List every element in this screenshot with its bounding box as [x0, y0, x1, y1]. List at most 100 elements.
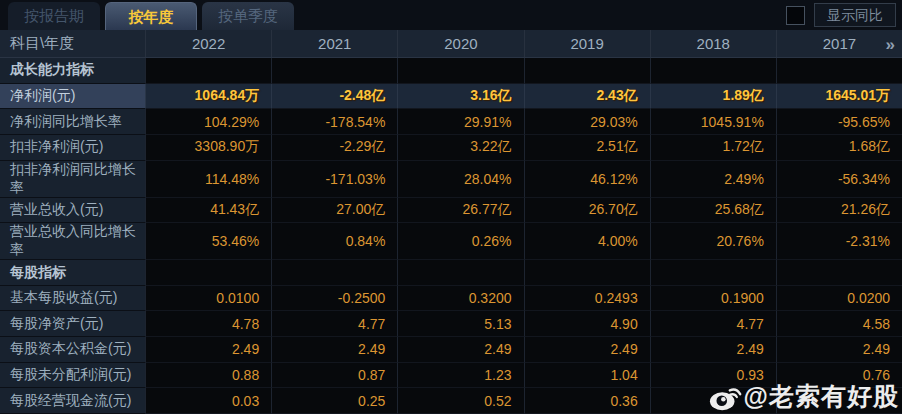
value-cell: 4.90 — [524, 311, 650, 337]
value-cell: 0.84% — [271, 223, 397, 260]
table-body: 成长能力指标净利润(元)1064.84万-2.48亿3.16亿2.43亿1.89… — [0, 58, 902, 414]
table-row[interactable]: 每股经营现金流(元)0.030.250.520.36 — [0, 388, 902, 414]
row-label: 营业总收入同比增长率 — [0, 223, 145, 260]
tab-report-period[interactable]: 按报告期 — [8, 2, 100, 30]
value-cell: 27.00亿 — [271, 198, 397, 224]
value-cell: -2.31% — [776, 223, 902, 260]
value-cell: 2.49 — [271, 337, 397, 363]
value-cell: 26.70亿 — [524, 198, 650, 224]
row-label: 每股未分配利润(元) — [0, 363, 145, 389]
value-cell: -0.2500 — [271, 286, 397, 312]
header-controls: 显示同比 — [786, 3, 896, 27]
table-row[interactable]: 基本每股收益(元)0.0100-0.25000.32000.24930.1900… — [0, 286, 902, 312]
table-row[interactable]: 每股资本公积金(元)2.492.492.492.492.492.49 — [0, 337, 902, 363]
value-cell: 2.49 — [524, 337, 650, 363]
value-cell: 1645.01万 — [776, 84, 902, 110]
value-cell: 4.00% — [524, 223, 650, 260]
value-cell — [271, 260, 397, 286]
value-cell: -178.54% — [271, 109, 397, 135]
tab-by-quarter[interactable]: 按单季度 — [202, 2, 294, 30]
value-cell: 53.46% — [145, 223, 271, 260]
table-row[interactable]: 净利润(元)1064.84万-2.48亿3.16亿2.43亿1.89亿1645.… — [0, 84, 902, 110]
table-row[interactable]: 每股净资产(元)4.784.775.134.904.774.58 — [0, 311, 902, 337]
row-label: 成长能力指标 — [0, 58, 145, 84]
year-header-2018: 2018 — [650, 30, 776, 57]
row-label: 净利润同比增长率 — [0, 109, 145, 135]
value-cell: 2.49% — [650, 161, 776, 198]
show-yoy-checkbox[interactable] — [786, 6, 805, 25]
value-cell: 21.26亿 — [776, 198, 902, 224]
value-cell — [776, 58, 902, 84]
value-cell — [524, 260, 650, 286]
value-cell: 28.04% — [397, 161, 523, 198]
value-cell: 0.1900 — [650, 286, 776, 312]
value-cell: 29.91% — [397, 109, 523, 135]
value-cell: 3.22亿 — [397, 135, 523, 161]
value-cell: 2.49 — [145, 337, 271, 363]
value-cell: 25.68亿 — [650, 198, 776, 224]
period-tabbar: 按报告期 按年度 按单季度 显示同比 — [0, 0, 902, 30]
value-cell: 2.43亿 — [524, 84, 650, 110]
value-cell: 104.29% — [145, 109, 271, 135]
value-cell — [145, 58, 271, 84]
value-cell: -56.34% — [776, 161, 902, 198]
corner-header-cell: 科目\年度 — [0, 30, 145, 57]
show-yoy-button[interactable]: 显示同比 — [814, 3, 896, 27]
table-header-row: 科目\年度 202220212020201920182017» — [0, 30, 902, 58]
value-cell: 2.49 — [397, 337, 523, 363]
row-label: 营业总收入(元) — [0, 198, 145, 224]
value-cell — [650, 388, 776, 414]
year-header-2020: 2020 — [397, 30, 523, 57]
value-cell: 26.77亿 — [397, 198, 523, 224]
financial-table-app: 按报告期 按年度 按单季度 显示同比 科目\年度 202220212020201… — [0, 0, 902, 414]
value-cell — [650, 58, 776, 84]
section-row[interactable]: 成长能力指标 — [0, 58, 902, 84]
value-cell: 114.48% — [145, 161, 271, 198]
value-cell: 1.89亿 — [650, 84, 776, 110]
row-label: 净利润(元) — [0, 84, 145, 110]
more-columns-icon[interactable]: » — [886, 35, 895, 52]
table-row[interactable]: 净利润同比增长率104.29%-178.54%29.91%29.03%1045.… — [0, 109, 902, 135]
value-cell — [776, 388, 902, 414]
value-cell: 3308.90万 — [145, 135, 271, 161]
financial-data-table: 科目\年度 202220212020201920182017» 成长能力指标净利… — [0, 30, 902, 414]
year-header-2022: 2022 — [145, 30, 271, 57]
value-cell: 0.25 — [271, 388, 397, 414]
value-cell: 1045.91% — [650, 109, 776, 135]
table-row[interactable]: 扣非净利润同比增长率114.48%-171.03%28.04%46.12%2.4… — [0, 161, 902, 198]
value-cell: 29.03% — [524, 109, 650, 135]
section-row[interactable]: 每股指标 — [0, 260, 902, 286]
value-cell: -2.48亿 — [271, 84, 397, 110]
value-cell: 20.76% — [650, 223, 776, 260]
row-label: 扣非净利润同比增长率 — [0, 161, 145, 198]
value-cell — [145, 260, 271, 286]
value-cell — [650, 260, 776, 286]
value-cell: -95.65% — [776, 109, 902, 135]
value-cell: -2.29亿 — [271, 135, 397, 161]
value-cell: 46.12% — [524, 161, 650, 198]
value-cell: 4.58 — [776, 311, 902, 337]
value-cell: 0.88 — [145, 363, 271, 389]
value-cell: 0.0100 — [145, 286, 271, 312]
value-cell: 1.04 — [524, 363, 650, 389]
value-cell: 4.77 — [271, 311, 397, 337]
row-label: 基本每股收益(元) — [0, 286, 145, 312]
value-cell: 2.51亿 — [524, 135, 650, 161]
value-cell — [397, 260, 523, 286]
value-cell: 0.87 — [271, 363, 397, 389]
value-cell: 0.36 — [524, 388, 650, 414]
value-cell — [271, 58, 397, 84]
table-row[interactable]: 每股未分配利润(元)0.880.871.231.040.930.76 — [0, 363, 902, 389]
value-cell: 0.03 — [145, 388, 271, 414]
table-row[interactable]: 扣非净利润(元)3308.90万-2.29亿3.22亿2.51亿1.72亿1.6… — [0, 135, 902, 161]
value-cell: 4.78 — [145, 311, 271, 337]
table-row[interactable]: 营业总收入同比增长率53.46%0.84%0.26%4.00%20.76%-2.… — [0, 223, 902, 260]
value-cell: 0.93 — [650, 363, 776, 389]
value-cell: 0.76 — [776, 363, 902, 389]
year-header-2017: 2017» — [776, 30, 902, 57]
value-cell: 4.77 — [650, 311, 776, 337]
tab-by-year[interactable]: 按年度 — [105, 2, 197, 30]
table-row[interactable]: 营业总收入(元)41.43亿27.00亿26.77亿26.70亿25.68亿21… — [0, 198, 902, 224]
row-label: 每股经营现金流(元) — [0, 388, 145, 414]
value-cell: -171.03% — [271, 161, 397, 198]
